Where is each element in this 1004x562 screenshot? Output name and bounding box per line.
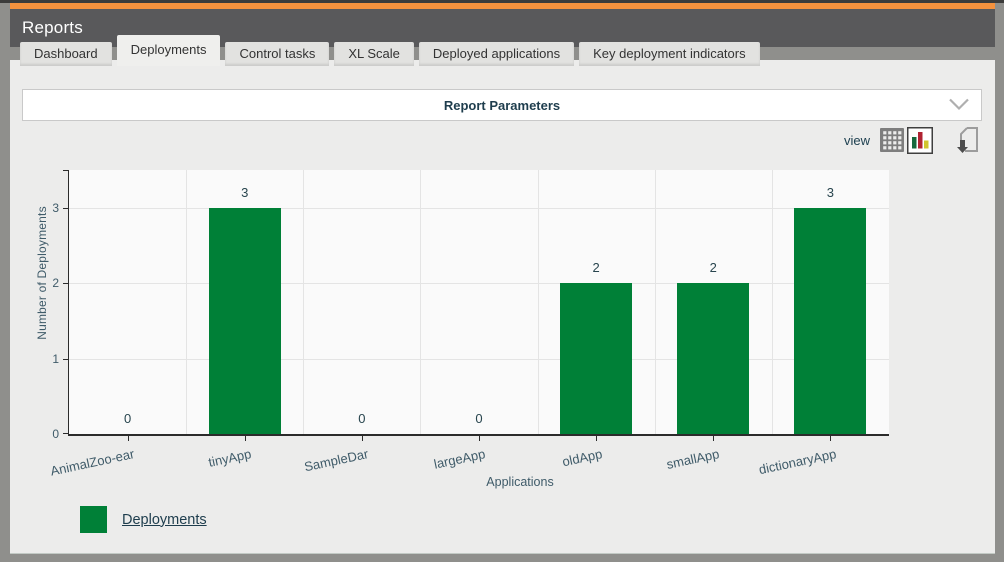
window-frame-top — [0, 0, 1004, 3]
y-tick-mark — [63, 208, 69, 209]
vertical-gridline — [420, 170, 422, 434]
bar-value-label: 0 — [358, 411, 366, 426]
page-title: Reports — [22, 18, 83, 37]
view-toolbar: view — [844, 124, 981, 156]
bar-tinyApp — [208, 207, 281, 434]
chart-view-icon[interactable] — [907, 126, 933, 154]
x-tick-mark — [361, 436, 363, 441]
tab-xl-scale[interactable]: XL Scale — [334, 42, 414, 66]
x-tick-mark — [127, 436, 129, 441]
horizontal-gridline — [69, 207, 889, 209]
tab-control-tasks[interactable]: Control tasks — [225, 42, 330, 66]
bar-value-label: 2 — [709, 260, 717, 276]
bar-value-label: 0 — [475, 411, 483, 426]
horizontal-gridline — [69, 358, 889, 360]
y-tick-mark — [63, 433, 69, 434]
y-tick-label: 3 — [52, 200, 59, 215]
y-tick-label: 1 — [52, 351, 59, 366]
horizontal-gridline — [69, 283, 889, 285]
y-tick-mark — [63, 170, 69, 171]
tab-bar: Dashboard Deployments Control tasks XL Scal… — [20, 35, 765, 66]
vertical-gridline — [771, 170, 773, 434]
bar-smallApp — [677, 283, 750, 434]
report-parameters-label: Report Parameters — [443, 97, 561, 113]
vertical-gridline — [654, 170, 656, 434]
vertical-gridline — [186, 170, 188, 434]
view-label: view — [843, 132, 870, 148]
tab-dashboard[interactable]: Dashboard — [20, 42, 112, 66]
y-tick-label: 0 — [52, 427, 59, 441]
report-parameters-expander[interactable]: Report Parameters — [22, 89, 982, 121]
x-tick-mark — [596, 436, 598, 441]
tab-deployments[interactable]: Deployments — [116, 35, 221, 66]
export-download-icon[interactable] — [954, 125, 981, 156]
chart-legend: Deployments — [80, 506, 207, 533]
y-axis-title: Number of Deployments — [35, 206, 49, 340]
y-tick-label: 2 — [52, 276, 59, 291]
x-axis-title: Applications — [486, 475, 554, 489]
y-tick-mark — [63, 283, 69, 284]
table-view-icon[interactable] — [880, 128, 904, 152]
bar-chart-plot: 0 1 2 3 0 AnimalZoo-ear 3 tinyApp 0 SampleDar 0 lar… — [49, 170, 889, 479]
tab-key-deployment-indicators[interactable]: Key deployment indicators — [579, 42, 760, 66]
tab-deployed-applications[interactable]: Deployed applications — [418, 42, 575, 66]
x-tick-mark — [479, 436, 480, 441]
legend-label-deployments[interactable]: Deployments — [122, 511, 207, 528]
x-tick-mark — [244, 436, 246, 441]
x-tick-mark — [713, 436, 715, 441]
vertical-gridline — [303, 170, 305, 434]
content-area: Report Parameters view — [10, 60, 995, 554]
vertical-gridline — [537, 170, 539, 434]
bar-dictionaryApp — [794, 207, 867, 434]
accent-bar — [10, 3, 995, 9]
chevron-down-icon — [949, 98, 969, 111]
x-tick-mark — [830, 436, 832, 441]
bar-value-label: 2 — [592, 260, 600, 276]
bar-value-label: 3 — [241, 184, 249, 200]
legend-swatch — [80, 506, 107, 533]
bar-oldApp — [560, 283, 633, 434]
y-tick-mark — [63, 359, 69, 360]
bar-value-label: 3 — [826, 184, 835, 200]
bar-value-label: 0 — [123, 411, 132, 426]
